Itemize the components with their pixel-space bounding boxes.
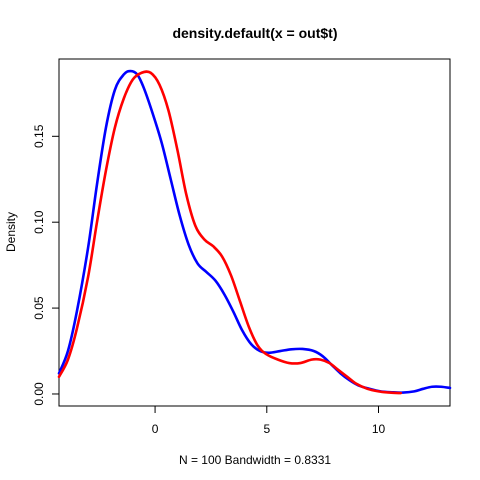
y-tick-label: 0.10 xyxy=(32,210,46,234)
y-axis: 0.00 0.05 0.10 0.15 xyxy=(32,124,59,406)
x-tick-label: 5 xyxy=(263,422,270,436)
x-tick-label: 0 xyxy=(152,422,159,436)
x-axis: 0 5 10 xyxy=(152,406,386,436)
y-tick-label: 0.05 xyxy=(32,296,46,320)
plot-frame xyxy=(58,58,451,407)
y-tick-label: 0.15 xyxy=(32,124,46,148)
x-axis-label: N = 100 Bandwidth = 0.8331 xyxy=(179,453,331,467)
chart-title: density.default(x = out$t) xyxy=(172,25,337,41)
x-tick-label: 10 xyxy=(372,422,386,436)
series-layer xyxy=(57,69,452,395)
y-tick-label: 0.00 xyxy=(32,382,46,406)
density-curve-2 xyxy=(57,70,403,395)
y-axis-label: Density xyxy=(4,212,18,252)
